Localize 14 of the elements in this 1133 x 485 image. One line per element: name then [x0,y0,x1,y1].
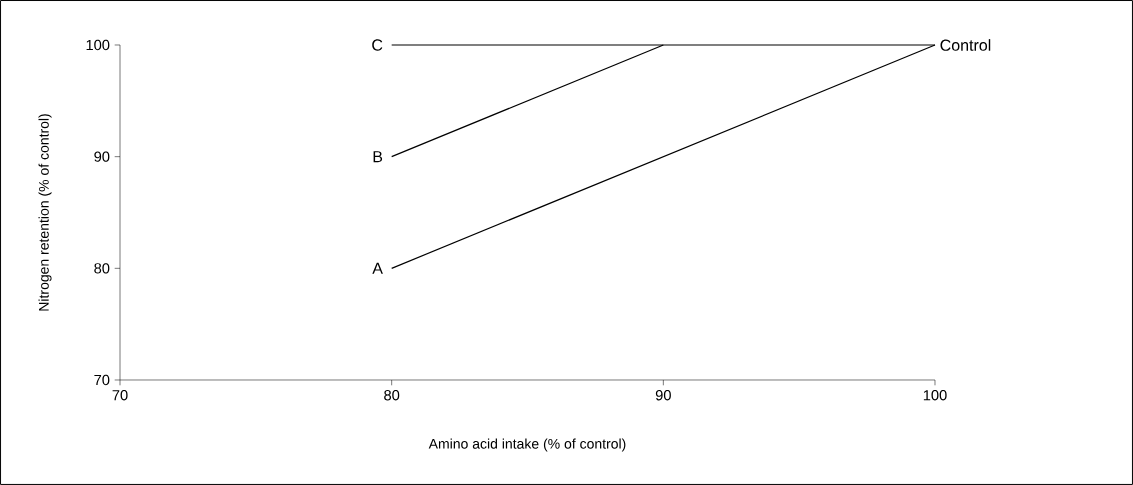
y-tick-label: 90 [94,151,110,162]
x-tick-label: 90 [655,390,671,401]
series-label: C [372,39,383,51]
series-label: A [372,262,383,274]
y-axis-title: Nitrogen retention (% of control) [38,114,52,311]
y-tick-label: 80 [94,263,110,274]
y-tick-label: 70 [94,374,110,386]
annotation: Control [940,39,991,51]
series-label: B [373,151,383,163]
x-axis-title: Amino acid intake (% of control) [428,438,626,452]
x-tick-label: 100 [923,390,947,401]
x-tick-label: 70 [112,390,128,401]
y-tick-label: 100 [86,39,110,51]
x-tick-label: 80 [384,390,400,401]
